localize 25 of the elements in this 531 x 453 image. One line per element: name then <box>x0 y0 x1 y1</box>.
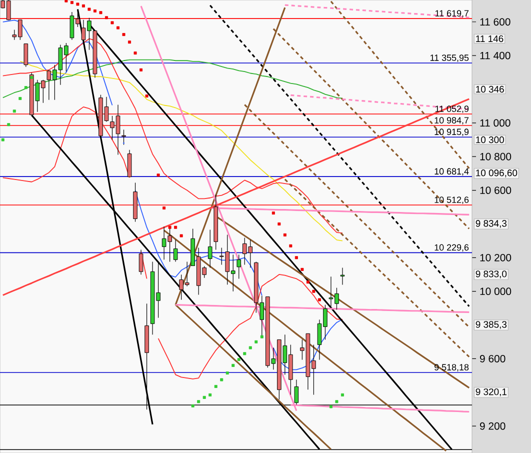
y-tick-label: 10 600 <box>480 186 512 194</box>
y-tick-label: 11 000 <box>480 119 510 127</box>
text: 9 385,3 <box>476 321 507 329</box>
ref-line-label: 10 512,6 <box>434 196 469 204</box>
ref-line-label: 10 681,4 <box>434 168 469 176</box>
text: 9 834,3 <box>476 220 507 228</box>
y-tick-label: 11 400 <box>480 52 510 60</box>
ref-line-label: 10 915,9 <box>434 128 469 136</box>
y-tick-label: 9 600 <box>480 355 506 362</box>
y-tick-label: 11 600 <box>480 18 510 26</box>
y-tick-label: 10 200 <box>480 254 512 262</box>
text: 9 320,1 <box>476 388 506 396</box>
ref-line-label: 10 984,7 <box>434 117 469 125</box>
ref-line-label: 11 355,95 <box>430 54 469 62</box>
text: 11 146 <box>476 35 504 42</box>
text: 10 346 <box>476 86 504 93</box>
text: 10 300 <box>476 136 504 144</box>
y-tick-label: 10 000 <box>480 288 512 296</box>
text: 10 096,60 <box>476 170 518 178</box>
ref-line-label: 11 052,9 <box>435 106 469 114</box>
y-tick-label: 10 800 <box>480 152 512 160</box>
ref-line-label: 11 619,7 <box>435 10 469 18</box>
text: 9 833,0 <box>476 270 507 278</box>
ref-line-label: 10 229,6 <box>434 244 469 252</box>
y-tick-label: 9 200 <box>480 422 506 430</box>
